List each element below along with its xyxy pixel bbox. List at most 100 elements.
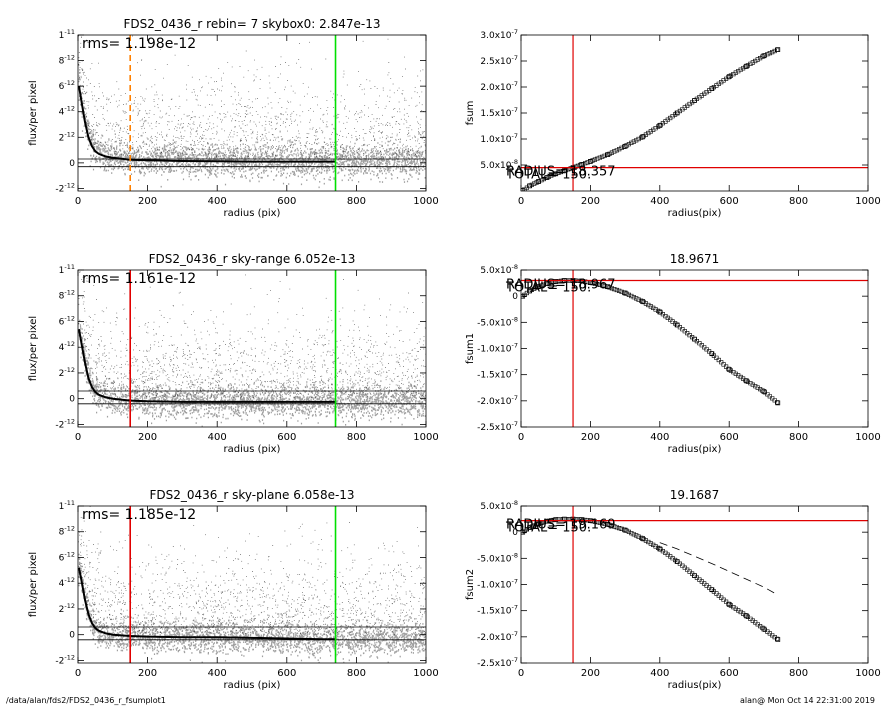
profile-line xyxy=(78,567,336,641)
x-tick-label: 800 xyxy=(347,432,366,443)
data-point xyxy=(775,637,781,642)
plot-frame xyxy=(77,269,427,428)
y-tick-label: 6-12 xyxy=(59,79,75,92)
rms-annotation: rms= 1.161e-12 xyxy=(82,271,196,287)
x-tick-label: 800 xyxy=(347,668,366,679)
y-tick-label: 1.5x10-7 xyxy=(480,106,518,119)
scatter-dark-points xyxy=(78,270,426,399)
y-axis-label: flux/per pixel xyxy=(28,552,39,617)
plot-area xyxy=(78,270,426,427)
x-tick-label: 200 xyxy=(581,196,600,207)
x-tick-label: 400 xyxy=(208,196,227,207)
y-axis-label: flux/per pixel xyxy=(28,316,39,381)
data-point xyxy=(744,378,749,384)
y-axis-label: flux/per pixel xyxy=(28,80,39,145)
x-tick-label: 0 xyxy=(75,668,81,679)
x-tick-label: 200 xyxy=(138,432,157,443)
x-tick-label: 1000 xyxy=(413,668,438,679)
y-axis-label: fsum1 xyxy=(465,333,476,364)
scatter-dark-points xyxy=(78,506,426,636)
y-tick-label: 8-12 xyxy=(59,289,75,302)
chart-panel-1: 0 200 400 600 800 1000-2-1202-124-126-128-121… xyxy=(28,17,439,219)
scatter-dark-points xyxy=(78,35,426,159)
y-tick-label: 2.0x10-7 xyxy=(480,80,518,93)
plot-area xyxy=(78,35,426,191)
overlap-label-1: RADIUS= 18.967 xyxy=(506,277,616,292)
y-tick-label: -1.0x10-7 xyxy=(477,342,518,355)
y-axis-label: fsum2 xyxy=(465,569,476,600)
y-tick-label: -1.5x10-7 xyxy=(477,604,518,617)
overlap-label-1: RADIUS= 19.169 xyxy=(506,518,616,533)
y-tick-label: 0 xyxy=(69,395,75,405)
x-tick-label: 400 xyxy=(650,196,669,207)
chart-panel-6: 0 200 400 600 800 1000 5.0x10-8 0 -5.0x10-8 -1.0x… xyxy=(465,488,881,691)
x-axis-label: radius(pix) xyxy=(668,680,722,691)
rms-annotation: rms= 1.198e-12 xyxy=(82,36,196,52)
x-tick-label: 800 xyxy=(789,196,808,207)
x-tick-label: 200 xyxy=(581,668,600,679)
profile-line xyxy=(78,329,336,403)
x-tick-label: 200 xyxy=(138,196,157,207)
chart-title: 19.1687 xyxy=(670,488,720,502)
x-tick-label: 400 xyxy=(208,668,227,679)
chart-panel-5: 0 200 400 600 800 1000-2-1202-124-126-128-121… xyxy=(28,488,439,691)
chart-panel-3: 0 200 400 600 800 1000-2-1202-124-126-128-121… xyxy=(28,252,439,455)
y-tick-label: 4-12 xyxy=(59,105,75,118)
y-tick-label: 4-12 xyxy=(59,576,75,589)
x-tick-label: 400 xyxy=(650,432,669,443)
dashed-curve xyxy=(659,542,778,596)
x-axis-label: radius(pix) xyxy=(668,208,722,219)
y-tick-label: 1-11 xyxy=(59,263,75,276)
y-tick-label: 8-12 xyxy=(59,54,75,67)
y-tick-label: -5.0x10-8 xyxy=(477,551,518,564)
x-axis-label: radius(pix) xyxy=(668,444,722,455)
y-tick-label: 8-12 xyxy=(59,525,75,538)
rms-annotation: rms= 1.185e-12 xyxy=(82,507,196,523)
y-tick-label: 0 xyxy=(69,159,75,169)
overlap-label-2: TOTAL= 150. xyxy=(505,280,591,295)
chart-title: FDS2_0436_r sky-plane 6.058e-13 xyxy=(149,488,354,502)
y-tick-label: 6-12 xyxy=(59,550,75,563)
y-tick-label: -5.0x10-8 xyxy=(477,315,518,328)
x-tick-label: 0 xyxy=(518,668,524,679)
y-tick-label: 1-11 xyxy=(59,28,75,41)
overlap-label-2: TOTAL= 150. xyxy=(505,521,591,536)
y-tick-label: 2.5x10-7 xyxy=(480,54,518,67)
y-tick-label: -2-12 xyxy=(55,181,75,194)
plot-frame xyxy=(77,505,427,664)
chart-title: 18.9671 xyxy=(670,252,720,266)
y-tick-label: 1.0x10-7 xyxy=(480,132,518,145)
y-tick-label: 0 xyxy=(512,528,518,538)
chart-panel-2: 0 200 400 600 800 1000 5.0x10-8 1.0x10-7 1.5x10-… xyxy=(465,28,881,219)
y-tick-label: 5.0x10-8 xyxy=(480,499,518,512)
y-tick-label: 4-12 xyxy=(59,340,75,353)
x-tick-label: 800 xyxy=(347,196,366,207)
overlap-label-1: RADIUS= 18.357 xyxy=(506,165,616,180)
chart-panel-4: 0 200 400 600 800 1000 5.0x10-8 0 -5.0x10-8 -1.0x… xyxy=(465,252,881,455)
overlap-label-2: TOTAL= 150. xyxy=(505,168,591,183)
y-tick-label: 3.0x10-7 xyxy=(480,28,518,41)
plot-area xyxy=(521,506,868,663)
x-tick-label: 0 xyxy=(75,432,81,443)
y-tick-label: -2-12 xyxy=(55,653,75,666)
x-axis-label: radius (pix) xyxy=(224,208,281,219)
y-tick-label: 5.0x10-8 xyxy=(480,158,518,171)
x-tick-label: 1000 xyxy=(855,196,880,207)
y-tick-label: -2.0x10-7 xyxy=(477,630,518,643)
y-tick-label: 2-12 xyxy=(59,130,75,143)
chart-title: FDS2_0436_r rebin= 7 skybox0: 2.847e-13 xyxy=(123,17,380,31)
y-tick-label: 2-12 xyxy=(59,602,75,615)
y-tick-label: 6-12 xyxy=(59,314,75,327)
y-tick-label: -2.5x10-7 xyxy=(477,656,518,669)
y-tick-label: 5.0x10-8 xyxy=(480,263,518,276)
x-tick-label: 1000 xyxy=(413,432,438,443)
data-point-series xyxy=(521,278,780,405)
plot-area xyxy=(521,35,868,191)
x-tick-label: 0 xyxy=(518,196,524,207)
y-tick-label: 0 xyxy=(69,631,75,641)
x-tick-label: 600 xyxy=(277,432,296,443)
x-tick-label: 1000 xyxy=(855,432,880,443)
data-point xyxy=(744,613,749,619)
footer-path: /data/alan/fds2/FDS2_0436_r_fsumplot1 xyxy=(6,696,166,705)
